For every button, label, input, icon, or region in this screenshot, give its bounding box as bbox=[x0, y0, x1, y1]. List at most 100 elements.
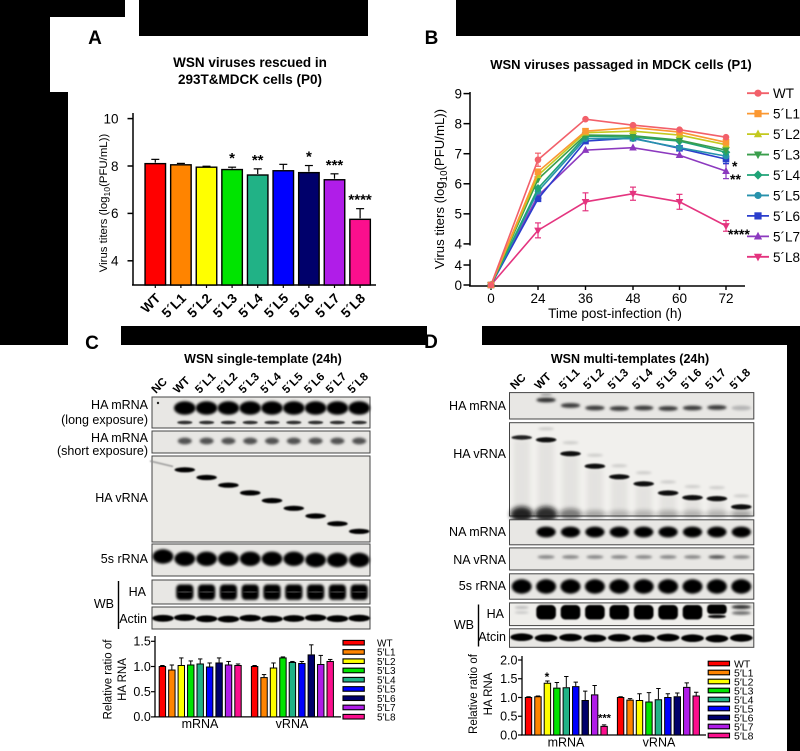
svg-text:HA RNA: HA RNA bbox=[117, 658, 129, 701]
svg-text:Actin: Actin bbox=[119, 612, 147, 626]
svg-text:****: **** bbox=[728, 226, 750, 242]
svg-text:2.0: 2.0 bbox=[500, 653, 517, 667]
svg-text:(long exposure): (long exposure) bbox=[61, 413, 148, 427]
svg-text:60: 60 bbox=[672, 291, 687, 306]
svg-text:1.5: 1.5 bbox=[500, 672, 517, 686]
svg-text:5: 5 bbox=[454, 207, 462, 222]
svg-text:HA vRNA: HA vRNA bbox=[95, 491, 148, 505]
svg-text:5′L2: 5′L2 bbox=[734, 676, 754, 688]
svg-text:0.5: 0.5 bbox=[133, 685, 150, 699]
svg-text:7: 7 bbox=[454, 147, 462, 162]
svg-text:0.0: 0.0 bbox=[500, 728, 517, 742]
svg-text:9: 9 bbox=[454, 86, 462, 101]
svg-text:10: 10 bbox=[103, 111, 118, 126]
svg-text:(short exposure): (short exposure) bbox=[57, 444, 148, 458]
svg-text:WSN multi-templates (24h): WSN multi-templates (24h) bbox=[551, 352, 709, 366]
svg-text:5′L7: 5′L7 bbox=[734, 721, 754, 733]
svg-text:WSN viruses rescued in: WSN viruses rescued in bbox=[173, 55, 327, 70]
svg-text:5′L4: 5′L4 bbox=[377, 675, 396, 686]
svg-text:WT: WT bbox=[773, 86, 794, 101]
svg-text:0.5: 0.5 bbox=[500, 710, 517, 724]
svg-text:*: * bbox=[229, 150, 235, 167]
svg-text:5´L8: 5´L8 bbox=[773, 250, 800, 265]
svg-text:36: 36 bbox=[578, 291, 593, 306]
svg-text:1.0: 1.0 bbox=[500, 691, 517, 705]
svg-text:HA RNA: HA RNA bbox=[483, 672, 495, 715]
svg-text:5´L6: 5´L6 bbox=[773, 209, 800, 224]
svg-text:mRNA: mRNA bbox=[548, 736, 585, 750]
svg-text:**: ** bbox=[252, 152, 264, 169]
svg-text:8: 8 bbox=[454, 116, 462, 131]
svg-text:NA vRNA: NA vRNA bbox=[453, 553, 506, 567]
svg-text:5′L7: 5′L7 bbox=[377, 703, 396, 714]
svg-text:C: C bbox=[85, 333, 99, 354]
svg-text:5´L4: 5´L4 bbox=[773, 168, 800, 183]
svg-text:24: 24 bbox=[530, 291, 546, 306]
svg-text:HA: HA bbox=[129, 585, 147, 599]
svg-text:5´L2: 5´L2 bbox=[773, 127, 800, 142]
svg-text:mRNA: mRNA bbox=[182, 717, 219, 731]
svg-text:4: 4 bbox=[454, 237, 462, 252]
svg-text:4: 4 bbox=[111, 254, 119, 269]
svg-text:5´L3: 5´L3 bbox=[773, 148, 800, 163]
svg-text:293T&MDCK cells (P0): 293T&MDCK cells (P0) bbox=[178, 72, 322, 87]
svg-text:6: 6 bbox=[454, 177, 462, 192]
svg-text:4: 4 bbox=[454, 258, 462, 273]
svg-text:*: * bbox=[545, 670, 550, 684]
svg-text:HA mRNA: HA mRNA bbox=[91, 431, 149, 445]
svg-text:5′L6: 5′L6 bbox=[734, 712, 754, 724]
svg-text:72: 72 bbox=[718, 291, 733, 306]
svg-text:5′L1: 5′L1 bbox=[734, 667, 754, 679]
svg-text:**: ** bbox=[730, 171, 741, 187]
svg-text:Virus titers (log10(PFU/mL)): Virus titers (log10(PFU/mL)) bbox=[98, 134, 112, 273]
svg-text:5´L1: 5´L1 bbox=[773, 107, 800, 122]
svg-text:WSN viruses passaged in MDCK c: WSN viruses passaged in MDCK cells (P1) bbox=[490, 57, 752, 72]
svg-text:NA mRNA: NA mRNA bbox=[449, 525, 507, 539]
svg-text:1.5: 1.5 bbox=[133, 635, 150, 649]
svg-text:****: **** bbox=[348, 192, 372, 209]
svg-text:48: 48 bbox=[625, 291, 640, 306]
svg-text:Time post-infection (h): Time post-infection (h) bbox=[548, 306, 682, 321]
svg-text:5′L8: 5′L8 bbox=[377, 712, 396, 723]
svg-text:B: B bbox=[425, 28, 439, 49]
svg-text:*: * bbox=[732, 158, 738, 174]
svg-text:5′L5: 5′L5 bbox=[377, 685, 396, 696]
svg-text:***: *** bbox=[326, 157, 344, 174]
svg-text:WSN single-template (24h): WSN single-template (24h) bbox=[184, 352, 342, 366]
svg-text:5′L1: 5′L1 bbox=[377, 648, 396, 659]
svg-text:WB: WB bbox=[454, 618, 474, 632]
svg-text:5′L4: 5′L4 bbox=[734, 694, 754, 706]
svg-text:D: D bbox=[424, 332, 438, 353]
svg-text:8: 8 bbox=[111, 159, 119, 174]
svg-text:WT: WT bbox=[377, 638, 393, 649]
svg-text:*: * bbox=[306, 149, 312, 166]
svg-text:Relative ratio of: Relative ratio of bbox=[468, 653, 480, 734]
svg-text:HA vRNA: HA vRNA bbox=[453, 447, 506, 461]
svg-text:A: A bbox=[88, 28, 102, 49]
svg-text:***: *** bbox=[598, 713, 612, 725]
svg-text:5s rRNA: 5s rRNA bbox=[101, 552, 149, 566]
svg-text:0: 0 bbox=[454, 278, 462, 293]
svg-text:Relative ratio of: Relative ratio of bbox=[102, 639, 114, 720]
svg-text:vRNA: vRNA bbox=[643, 736, 676, 750]
svg-text:5′L5: 5′L5 bbox=[734, 703, 754, 715]
svg-text:5′L3: 5′L3 bbox=[377, 666, 396, 677]
svg-text:HA mRNA: HA mRNA bbox=[449, 399, 507, 413]
svg-text:6: 6 bbox=[111, 206, 119, 221]
svg-text:5′L6: 5′L6 bbox=[377, 694, 396, 705]
svg-text:HA: HA bbox=[487, 607, 505, 621]
svg-text:5′L8: 5′L8 bbox=[734, 730, 754, 742]
svg-text:1.0: 1.0 bbox=[133, 660, 150, 674]
svg-text:WB: WB bbox=[94, 597, 114, 611]
svg-text:5´L5: 5´L5 bbox=[773, 188, 800, 203]
svg-text:5′L3: 5′L3 bbox=[734, 685, 754, 697]
svg-text:Virus titers (log10(PFU/mL)): Virus titers (log10(PFU/mL)) bbox=[432, 109, 450, 269]
svg-text:5s rRNA: 5s rRNA bbox=[459, 579, 507, 593]
svg-text:0.0: 0.0 bbox=[133, 710, 150, 724]
svg-text:Atcin: Atcin bbox=[478, 630, 506, 644]
svg-text:0: 0 bbox=[487, 291, 495, 306]
svg-text:HA mRNA: HA mRNA bbox=[91, 398, 149, 412]
svg-text:5´L7: 5´L7 bbox=[773, 229, 800, 244]
svg-text:5′L2: 5′L2 bbox=[377, 657, 396, 668]
svg-text:WT: WT bbox=[734, 658, 751, 670]
